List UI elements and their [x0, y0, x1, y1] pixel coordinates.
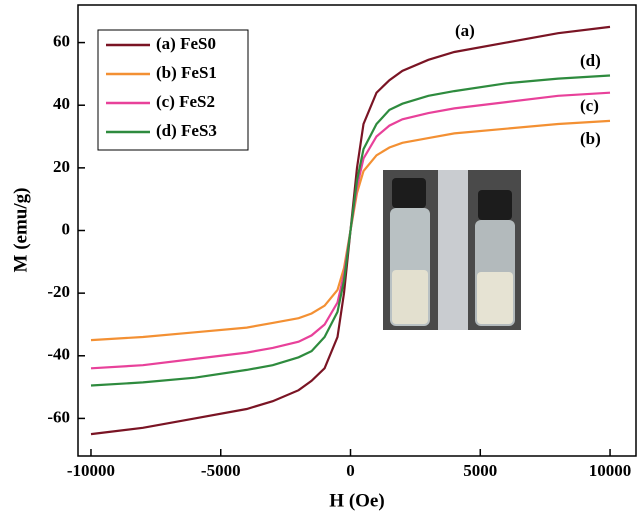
legend-label: (c) FeS2 — [156, 92, 215, 111]
annotation: (c) — [580, 96, 599, 115]
annotation: (d) — [580, 51, 601, 70]
x-tick-label: 0 — [346, 461, 355, 480]
y-tick-label: -40 — [47, 345, 70, 364]
legend-label: (b) FeS1 — [156, 63, 217, 82]
legend-box — [97, 29, 249, 151]
x-axis-label: H (Oe) — [329, 490, 384, 511]
x-tick-label: 10000 — [589, 461, 632, 480]
y-tick-label: 60 — [53, 31, 70, 50]
y-tick-label: 20 — [53, 157, 70, 176]
y-tick-label: -20 — [47, 282, 70, 301]
y-tick-label: 0 — [62, 219, 71, 238]
y-tick-label: 40 — [53, 94, 70, 113]
legend-label: (a) FeS0 — [156, 34, 216, 53]
annotation: (a) — [455, 21, 475, 40]
inset-photo — [383, 170, 521, 330]
x-tick-label: -5000 — [201, 461, 241, 480]
y-axis-label: M (emu/g) — [10, 188, 31, 273]
x-tick-label: 5000 — [463, 461, 497, 480]
legend-label: (d) FeS3 — [156, 121, 217, 140]
annotation: (b) — [580, 129, 601, 148]
x-tick-label: -10000 — [67, 461, 115, 480]
series-line — [90, 74, 611, 387]
y-tick-label: -60 — [47, 407, 70, 426]
